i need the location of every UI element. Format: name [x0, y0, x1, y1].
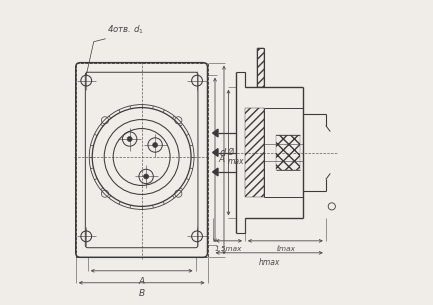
Text: hmax: hmax	[259, 258, 280, 267]
Text: A: A	[219, 156, 225, 164]
Bar	[76, 63, 207, 257]
Polygon shape	[213, 129, 218, 137]
Bar	[245, 108, 265, 197]
Circle shape	[127, 137, 132, 142]
Text: Ø
max: Ø max	[228, 148, 244, 166]
Circle shape	[144, 174, 149, 179]
Bar	[276, 135, 301, 170]
Text: 1,5max: 1,5max	[215, 246, 242, 252]
Polygon shape	[213, 149, 218, 156]
Circle shape	[152, 142, 158, 148]
Bar	[257, 48, 265, 87]
Text: A: A	[139, 277, 145, 286]
Text: d: d	[220, 148, 226, 157]
Text: 4отв. $d_1$: 4отв. $d_1$	[107, 23, 144, 36]
Text: B: B	[139, 289, 145, 298]
Polygon shape	[213, 168, 218, 176]
Text: ℓmax: ℓmax	[276, 246, 295, 252]
